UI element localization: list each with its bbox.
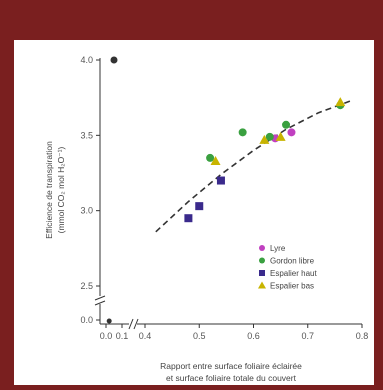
data-point <box>206 153 215 162</box>
y-tick-label: 3.5 <box>80 130 93 140</box>
fit-curve-layer <box>155 99 352 233</box>
origin-point <box>106 318 112 324</box>
x-tick-label: 0.4 <box>139 331 152 341</box>
points-layer <box>106 56 346 324</box>
data-point <box>282 120 291 129</box>
y-axis-break <box>94 295 106 306</box>
data-point <box>265 132 274 141</box>
y-tick-label: 3.0 <box>80 206 93 216</box>
x-tick-label: 0.0 <box>100 331 113 341</box>
legend-entry: Gordon libre <box>270 257 315 266</box>
legend-marker <box>259 270 265 276</box>
x-axis-label-line2: et surface foliaire totale du couvert <box>166 373 297 383</box>
y-tick-label: 2.5 <box>80 281 93 291</box>
legend-marker <box>259 257 265 264</box>
legend-entry: Lyre <box>270 244 286 253</box>
data-point <box>238 128 247 137</box>
corner-point <box>110 56 118 64</box>
legend-entry: Espalier bas <box>270 282 314 291</box>
y-axis-label-line2: (mmol CO₂ mol H₂O⁻¹) <box>56 147 66 234</box>
data-point <box>259 134 270 144</box>
chart-panel <box>14 40 374 385</box>
y-tick-label: 4.0 <box>80 55 93 65</box>
x-axis-label-line1: Rapport entre surface foliaire éclairée <box>160 361 302 371</box>
data-point <box>216 176 225 185</box>
x-axis-break <box>128 318 139 330</box>
x-tick-label: 0.6 <box>247 331 260 341</box>
data-point <box>287 128 296 137</box>
legend-entry: Espalier haut <box>270 269 317 278</box>
x-tick-label: 0.5 <box>193 331 206 341</box>
axes: 0.02.53.03.54.00.0 0.1 0.4 0.5 0.6 0.7 0.8 <box>80 55 368 341</box>
x-tick-label: 0.7 <box>301 331 314 341</box>
legend-marker <box>258 281 266 289</box>
data-point <box>275 131 286 141</box>
x-tick-label: 0.1 <box>116 331 129 341</box>
axis-labels: Rapport entre surface foliaire éclairée e… <box>44 141 302 383</box>
y-tick-label: 0.0 <box>80 315 93 325</box>
x-tick-label: 0.8 <box>356 331 369 341</box>
legend-marker <box>259 245 265 251</box>
y-axis-label-line1: Efficience de transpiration <box>44 141 54 239</box>
fit-curve <box>155 99 352 233</box>
data-point <box>184 214 193 223</box>
legend: Lyre Gordon libre Espalier haut Espalier ba… <box>258 244 317 291</box>
data-point <box>335 97 346 107</box>
data-point <box>195 202 204 211</box>
data-point <box>210 155 221 165</box>
